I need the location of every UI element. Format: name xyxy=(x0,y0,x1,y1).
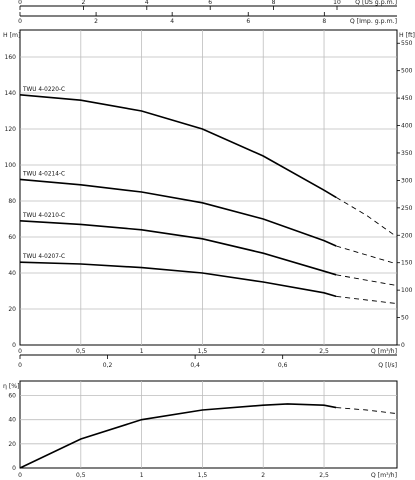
imp-gpm-axis-label: Q [Imp. g.p.m.] xyxy=(350,18,397,25)
eff-x-tick-label: 2,5 xyxy=(319,472,329,479)
head-plot-frame xyxy=(19,29,398,346)
head-ft-tick-label: 250 xyxy=(401,205,413,212)
pump-curve-extension xyxy=(336,245,398,265)
pump-curve-label: TWU 4-0210-C xyxy=(22,213,65,219)
pump-curve-label: TWU 4-0207-C xyxy=(22,254,65,260)
us-gpm-tick-label: 8 xyxy=(272,0,276,6)
eff-x-tick-label: 1,5 xyxy=(198,472,208,479)
pump-curve xyxy=(19,261,337,298)
head-ft-tick-label: 550 xyxy=(401,40,413,47)
eff-x-tick-label: 0 xyxy=(18,472,22,479)
head-chart: 0 0,5 1 1,5 2 2,5 0 20 40 60 80 100 120 140 160 0 50 100 1… xyxy=(3,29,415,355)
head-ft-tick-label: 50 xyxy=(401,315,409,322)
head-y-tick-label: 20 xyxy=(8,306,16,313)
head-y-tick-label: 40 xyxy=(8,270,16,277)
pump-curve-extension xyxy=(336,295,398,305)
head-y-tick-label: 120 xyxy=(5,126,17,133)
head-x-axis-label: Q [m³/h] xyxy=(371,348,397,355)
head-y-tick-label: 160 xyxy=(5,54,17,61)
ls-tick-label: 0,2 xyxy=(103,362,113,369)
head-ft-tick-label: 500 xyxy=(401,68,413,75)
head-ft-tick-label: 450 xyxy=(401,95,413,102)
head-ft-tick-label: 300 xyxy=(401,177,413,184)
us-gpm-tick-label: 10 xyxy=(333,0,341,6)
efficiency-chart: 0 0,5 1 1,5 2 2,5 0 20 40 60 η [%] Q [m³/h] xyxy=(3,380,398,479)
us-gpm-tick-label: 6 xyxy=(208,0,212,6)
head-x-tick-label: 1,5 xyxy=(198,348,208,355)
us-gpm-tick-label: 0 xyxy=(18,0,22,6)
head-y-tick-label: 100 xyxy=(5,162,17,169)
eff-y-tick-label: 20 xyxy=(8,441,16,448)
head-y-tick-label: 0 xyxy=(12,342,16,349)
efficiency-curve-extension xyxy=(336,407,398,415)
pump-curve xyxy=(19,94,337,199)
us-gpm-tick-label: 2 xyxy=(81,0,85,6)
head-ft-tick-label: 150 xyxy=(401,260,413,267)
pump-curve xyxy=(19,178,337,247)
imp-gpm-tick-label: 4 xyxy=(170,18,174,25)
eff-y-axis-label: η [%] xyxy=(3,383,20,390)
head-x-tick-label: 2 xyxy=(261,348,265,355)
head-ft-tick-label: 200 xyxy=(401,232,413,239)
eff-x-tick-label: 1 xyxy=(140,472,144,479)
head-y-tick-label: 140 xyxy=(5,90,17,97)
pump-curve-extension xyxy=(336,274,398,287)
eff-y-tick-label: 60 xyxy=(8,393,16,400)
head-x-tick-label: 0,5 xyxy=(76,348,86,355)
pump-curve-extension xyxy=(335,197,398,238)
eff-y-tick-label: 0 xyxy=(12,465,16,472)
us-gpm-axis-label: Q [US g.p.m.] xyxy=(355,0,397,6)
head-right-axis-label: H [ft] xyxy=(399,32,415,39)
pump-curve xyxy=(19,220,337,276)
eff-plot-frame xyxy=(19,380,398,469)
ls-axis-label: Q [l/s] xyxy=(378,362,397,369)
head-ft-tick-label: 400 xyxy=(401,123,413,130)
head-y-tick-label: 60 xyxy=(8,234,16,241)
pump-curve-label: TWU 4-0214-C xyxy=(22,171,65,177)
eff-x-tick-label: 0,5 xyxy=(76,472,86,479)
ls-tick-label: 0,6 xyxy=(278,362,288,369)
flow-ls-axis: 0 0,2 0,4 0,6 Q [l/s] xyxy=(18,354,397,369)
pump-curve-label: TWU 4-0220-C xyxy=(22,87,65,93)
head-x-tick-label: 1 xyxy=(140,348,144,355)
head-ft-tick-label: 100 xyxy=(401,287,413,294)
efficiency-curve xyxy=(19,403,337,469)
imp-gpm-tick-label: 6 xyxy=(246,18,250,25)
imp-gpm-tick-label: 8 xyxy=(322,18,326,25)
eff-x-axis-label: Q [m³/h] xyxy=(371,472,397,479)
head-ft-tick-label: 0 xyxy=(401,342,405,349)
us-gpm-tick-label: 4 xyxy=(145,0,149,6)
eff-y-tick-label: 40 xyxy=(8,417,16,424)
ls-tick-label: 0 xyxy=(18,362,22,369)
head-ft-tick-label: 350 xyxy=(401,150,413,157)
imp-gpm-tick-label: 0 xyxy=(18,18,22,25)
ls-tick-label: 0,4 xyxy=(190,362,200,369)
top-flow-axes: 0 2 4 6 8 10 Q [US g.p.m.] 0 2 4 6 8 Q [Imp. g.p.m.] xyxy=(18,0,397,25)
head-x-tick-label: 0 xyxy=(18,348,22,355)
head-y-axis-label: H [m] xyxy=(3,32,20,39)
head-x-tick-label: 2,5 xyxy=(319,348,329,355)
imp-gpm-tick-label: 2 xyxy=(94,18,98,25)
head-y-tick-label: 80 xyxy=(8,198,16,205)
eff-x-tick-label: 2 xyxy=(261,472,265,479)
